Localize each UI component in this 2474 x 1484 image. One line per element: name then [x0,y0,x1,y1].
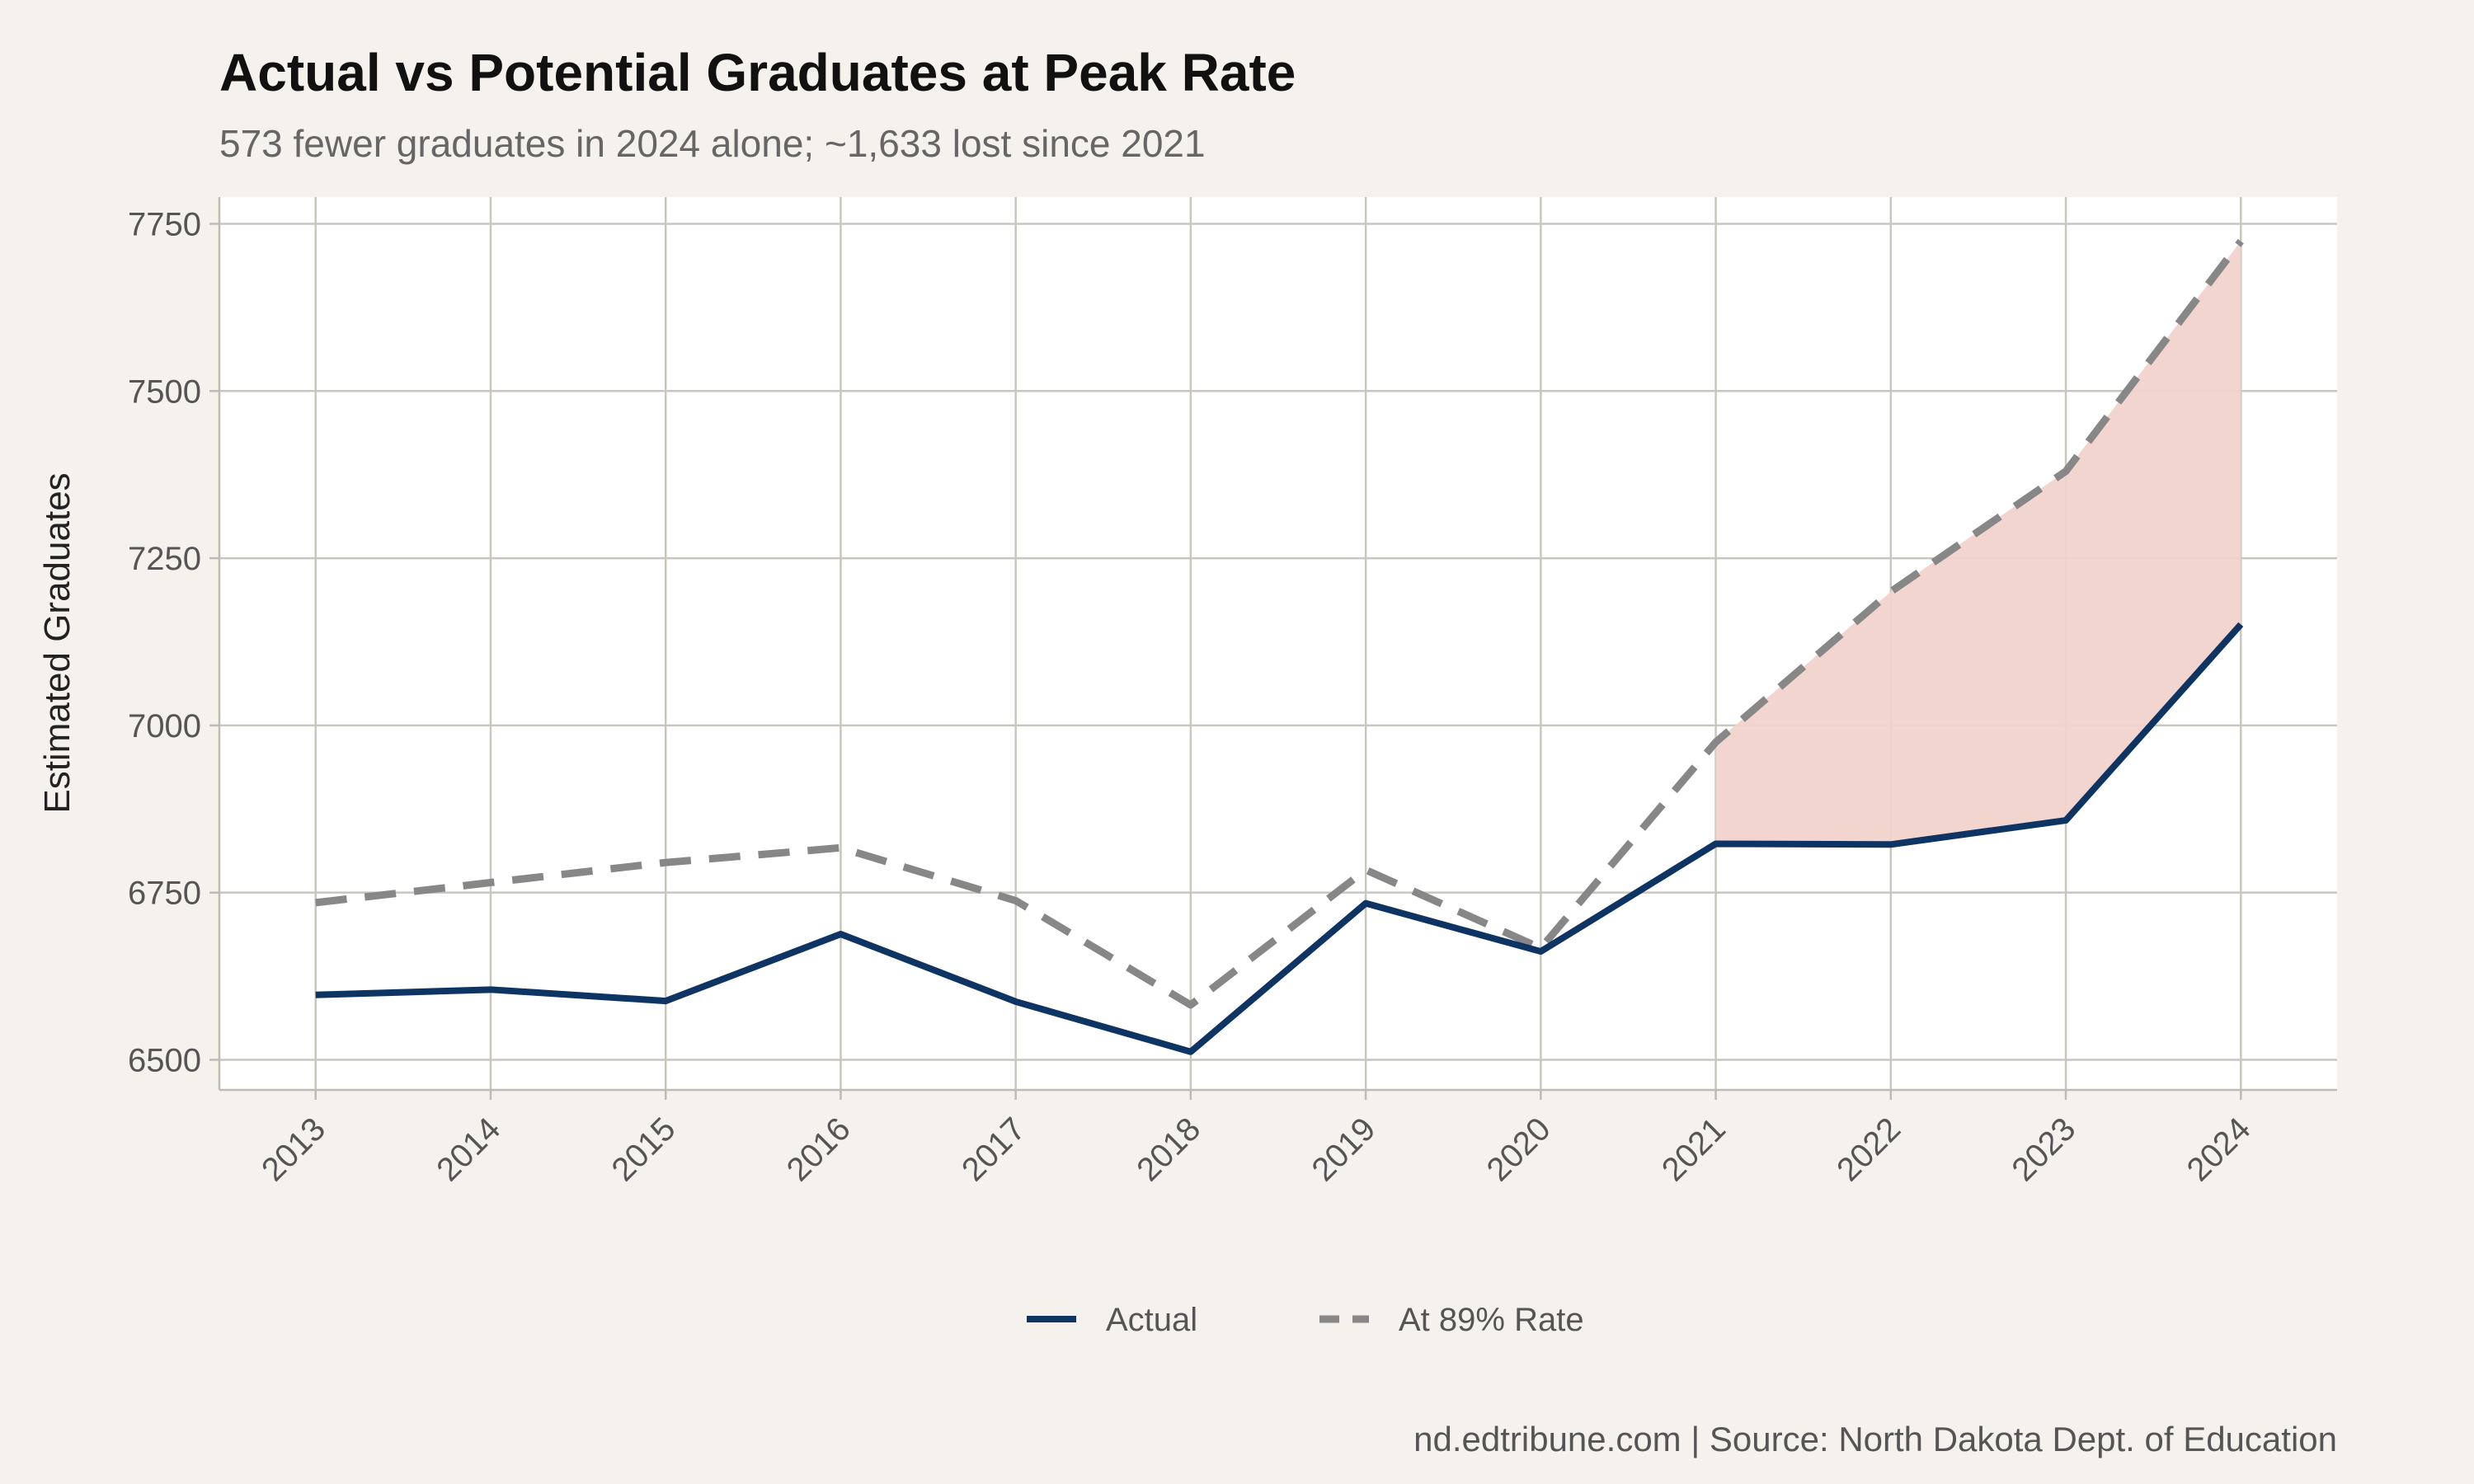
data-point [1188,1002,1194,1008]
x-tick-label: 2013 [255,1111,332,1188]
x-tick-label: 2024 [2180,1111,2258,1188]
series-line-at-89-rate [315,238,2244,1009]
y-tick-label: 7250 [128,541,201,577]
data-point [1713,739,1719,745]
data-point [2237,621,2244,627]
data-point [1537,948,1544,955]
x-tick-label: 2015 [605,1111,683,1188]
x-tick-label: 2022 [1830,1111,1907,1188]
y-tick-label: 7000 [128,708,201,744]
y-tick-label: 7750 [128,206,201,242]
data-point [487,986,494,993]
shaded-gap-area [1715,241,2241,845]
y-tick-label: 6750 [128,876,201,912]
data-point [1362,866,1369,873]
data-point [313,992,319,998]
data-point [1188,1049,1194,1055]
data-point [1888,589,1894,595]
data-point [487,880,494,886]
legend-label: Actual [1106,1302,1197,1338]
x-axis-ticks: 2013 2014 2015 2016 2017 2018 2019 2020 2021 2022… [255,1090,2258,1188]
data-point [2062,817,2069,824]
chart-caption: nd.edtribune.com | Source: North Dakota … [1413,1420,2337,1458]
x-tick-label: 2021 [1655,1111,1733,1188]
x-tick-label: 2014 [430,1111,507,1188]
series-line-actual [315,622,2244,1055]
y-axis-ticks: 6500 6750 7000 7250 7500 7750 [128,206,219,1078]
data-point [837,931,844,937]
series-lines [313,238,2244,1055]
data-point [2237,238,2244,245]
data-point [313,899,319,906]
y-tick-label: 7500 [128,373,201,410]
data-point [1362,900,1369,907]
data-point [2062,468,2069,475]
data-point [662,859,669,866]
legend: Actual At 89% Rate [1027,1302,1584,1338]
legend-label: At 89% Rate [1399,1302,1584,1338]
grid-lines [219,197,2337,1090]
chart-title: Actual vs Potential Graduates at Peak Ra… [219,43,1296,102]
data-point [1713,840,1719,847]
data-point [837,844,844,851]
x-tick-label: 2020 [1480,1111,1558,1188]
x-tick-label: 2017 [955,1111,1032,1188]
data-point [1888,841,1894,848]
y-tick-label: 6500 [128,1042,201,1078]
x-tick-label: 2019 [1305,1111,1382,1188]
chart-subtitle: 573 fewer graduates in 2024 alone; ~1,63… [219,122,1206,165]
data-point [1013,897,1019,904]
data-point [662,998,669,1004]
x-tick-label: 2018 [1130,1111,1207,1188]
x-tick-label: 2023 [2005,1111,2082,1188]
y-axis-title: Estimated Graduates [37,472,78,813]
x-tick-label: 2016 [780,1111,858,1188]
data-point [1013,998,1019,1005]
